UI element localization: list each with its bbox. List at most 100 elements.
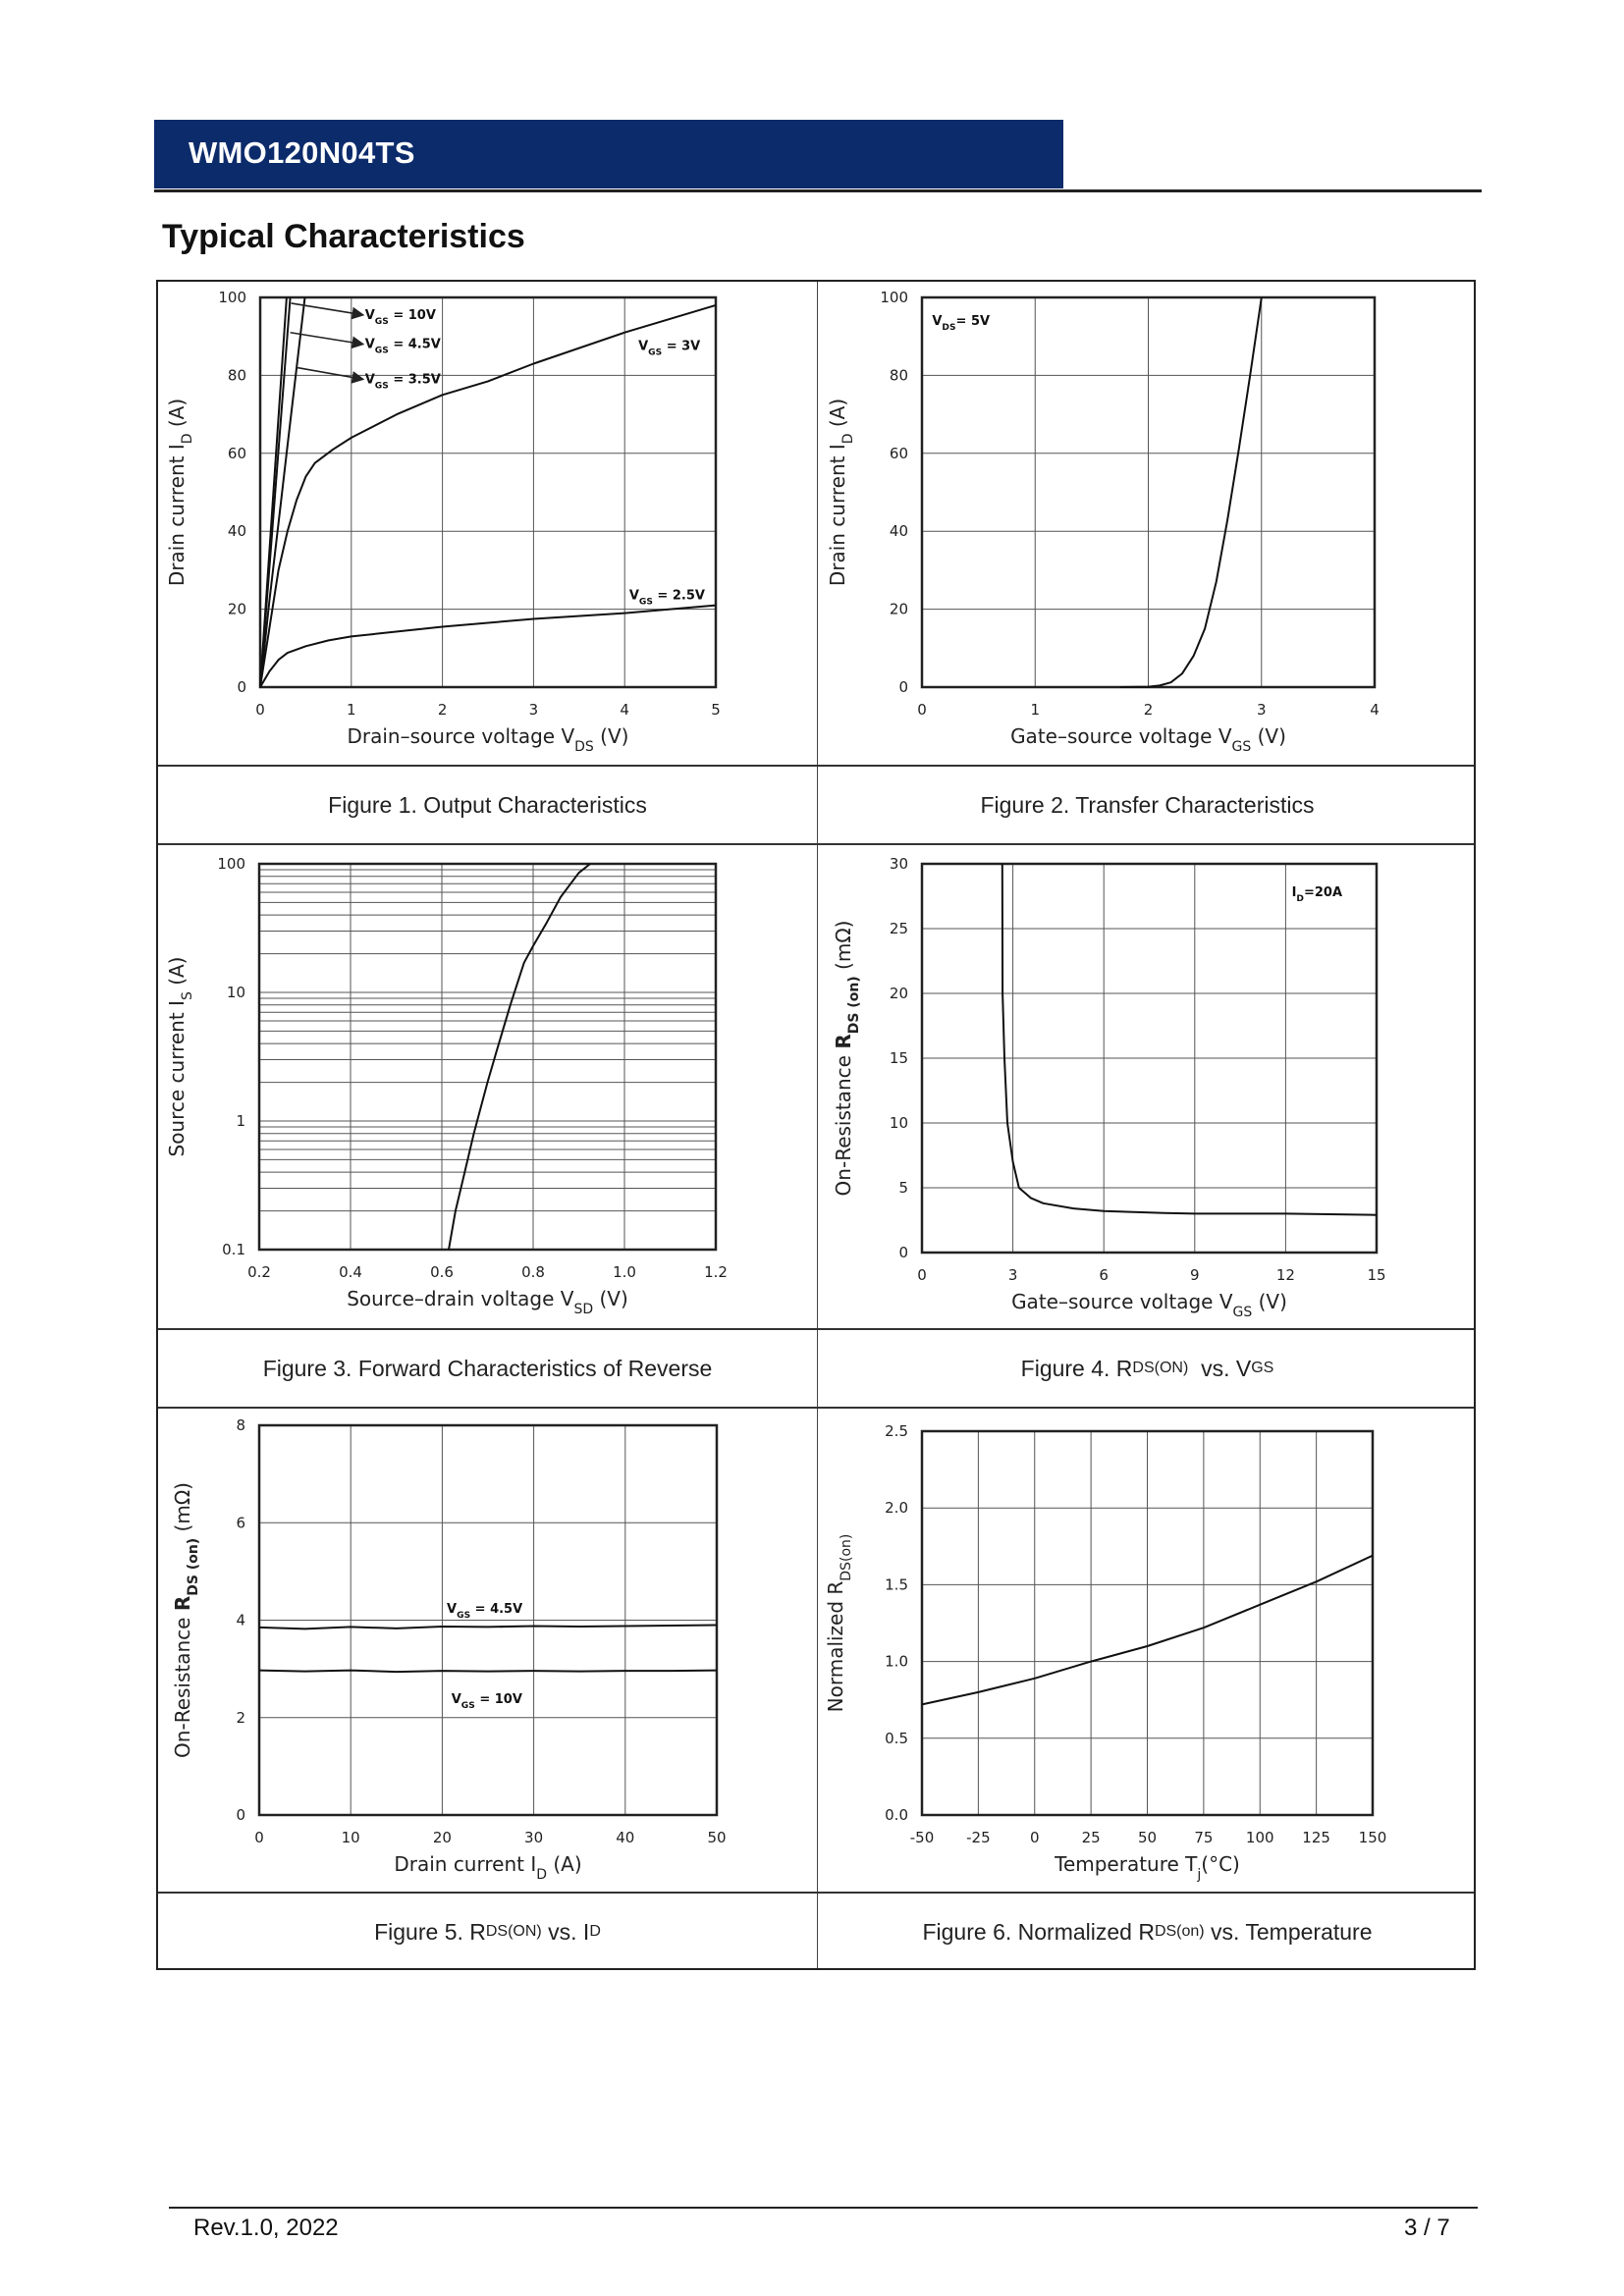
x-tick-label: 50 bbox=[707, 1829, 726, 1846]
x-axis-label: Temperature Tj(°C) bbox=[1054, 1852, 1240, 1883]
y-tick-label: 2 bbox=[236, 1709, 245, 1727]
series-line-1 bbox=[258, 1624, 718, 1630]
x-tick-label: 40 bbox=[616, 1829, 634, 1846]
y-axis-label: On-Resistance RDS (on) (mΩ) bbox=[832, 921, 862, 1197]
y-axis-label-part: DS(on) bbox=[839, 1534, 854, 1581]
y-tick-label: 20 bbox=[228, 601, 246, 618]
annotation-label-part: = 3.5V bbox=[389, 372, 441, 387]
x-axis-label-part: (°C) bbox=[1201, 1852, 1240, 1876]
y-axis-label: Drain current ID (A) bbox=[165, 399, 195, 586]
x-tick-label: 5 bbox=[711, 701, 721, 719]
x-tick-label: 100 bbox=[1246, 1829, 1274, 1846]
x-axis-label-part: DS bbox=[574, 739, 594, 755]
x-axis-label-part: GS bbox=[1233, 1305, 1253, 1320]
annotation-label-part: GS bbox=[375, 347, 389, 356]
y-axis-label-part: D bbox=[180, 434, 195, 445]
series-line-1 bbox=[1001, 863, 1378, 1216]
x-axis-label-part: Gate–source voltage V bbox=[1011, 1290, 1233, 1313]
y-tick-label: 6 bbox=[236, 1514, 245, 1531]
x-tick-label: 6 bbox=[1099, 1266, 1109, 1284]
x-tick-label: 50 bbox=[1138, 1829, 1157, 1846]
x-tick-label: 1 bbox=[1030, 701, 1040, 719]
x-axis-label-part: SD bbox=[573, 1302, 593, 1317]
y-axis-label-part: DS (on) bbox=[846, 976, 862, 1034]
x-tick-label: 20 bbox=[433, 1829, 452, 1846]
caption-text: DS(on) bbox=[1154, 1923, 1205, 1940]
y-axis-label: Normalized RDS(on) bbox=[824, 1534, 854, 1713]
annotation-label: VGS = 10V bbox=[365, 308, 436, 327]
x-axis-label: Source–drain voltage VSD (V) bbox=[347, 1287, 628, 1317]
x-axis-label: Gate–source voltage VGS (V) bbox=[1011, 1290, 1287, 1320]
y-tick-label: 0 bbox=[898, 678, 908, 696]
annotation-label: VGS = 2.5V bbox=[629, 589, 705, 608]
annotation-label-part: =20A bbox=[1304, 885, 1342, 900]
y-tick-label: 4 bbox=[236, 1612, 245, 1629]
y-tick-label: 10 bbox=[227, 984, 245, 1001]
y-tick-label: 100 bbox=[218, 289, 246, 306]
y-axis-label-part: R bbox=[832, 1034, 855, 1048]
caption-text: vs. Temperature bbox=[1204, 1918, 1373, 1945]
y-tick-label: 20 bbox=[890, 601, 908, 618]
series-line-4 bbox=[259, 303, 717, 688]
annotation-label-part: GS bbox=[457, 1611, 470, 1621]
annotation-label-part: V bbox=[365, 372, 375, 387]
x-axis-label-part: (V) bbox=[1251, 724, 1286, 748]
x-tick-label: 1 bbox=[347, 701, 356, 719]
caption-text: Figure 1. Output Characteristics bbox=[328, 791, 647, 818]
y-tick-label: 2.5 bbox=[885, 1422, 908, 1440]
y-tick-label: 100 bbox=[880, 289, 908, 306]
x-tick-label: 1.2 bbox=[704, 1263, 728, 1281]
y-tick-label: 1.0 bbox=[885, 1653, 908, 1671]
y-axis-label-part: Drain current I bbox=[165, 444, 189, 586]
x-tick-label: 15 bbox=[1367, 1266, 1385, 1284]
figure-1-caption: Figure 1. Output Characteristics bbox=[158, 767, 817, 843]
caption-text: Figure 2. Transfer Characteristics bbox=[980, 791, 1315, 818]
x-axis-label-part: GS bbox=[1232, 739, 1252, 755]
annotation-label-part: = 3V bbox=[662, 340, 700, 354]
x-axis-label-part: Drain–source voltage V bbox=[348, 724, 575, 748]
annotation-label-part: I bbox=[1292, 885, 1297, 900]
x-tick-label: 9 bbox=[1190, 1266, 1200, 1284]
y-axis-label-part: Drain current I bbox=[826, 444, 849, 586]
annotation-label-part: V bbox=[447, 1602, 457, 1617]
y-tick-label: 60 bbox=[228, 445, 246, 462]
annotation-arrow bbox=[296, 366, 365, 384]
annotation-label: VGS = 3V bbox=[638, 340, 700, 358]
y-axis-label-part: D bbox=[840, 434, 856, 445]
figure-6-caption: Figure 6. Normalized R DS(on) vs. Tempera… bbox=[818, 1894, 1477, 1970]
caption-text: DS(ON) bbox=[1132, 1360, 1189, 1376]
annotation-arrow bbox=[290, 331, 365, 349]
row-divider bbox=[158, 1328, 1474, 1330]
y-axis-label-part: (A) bbox=[165, 399, 189, 434]
series-line-3 bbox=[259, 296, 306, 688]
x-tick-label: 0 bbox=[254, 1829, 264, 1846]
x-tick-label: -25 bbox=[966, 1829, 991, 1846]
caption-text: DS(ON) bbox=[485, 1923, 542, 1940]
y-tick-label: 20 bbox=[890, 985, 908, 1002]
column-divider bbox=[817, 282, 818, 1968]
x-axis-label-part: (A) bbox=[547, 1852, 582, 1876]
y-tick-label: 80 bbox=[890, 366, 908, 384]
y-axis-label: On-Resistance RDS (on) (mΩ) bbox=[171, 1482, 201, 1758]
x-tick-label: 0.8 bbox=[521, 1263, 545, 1281]
figure-3-chart: 0.2 0.4 0.6 0.8 1.0 1.2 0.1 1 10 100 Source–drain … bbox=[165, 855, 728, 1317]
annotation-label-part: = 5V bbox=[956, 314, 991, 329]
x-tick-label: 25 bbox=[1082, 1829, 1101, 1846]
x-tick-label: 0 bbox=[917, 1266, 927, 1284]
y-tick-label: 40 bbox=[890, 522, 908, 540]
x-tick-label: 1.0 bbox=[613, 1263, 636, 1281]
x-axis-label: Drain current ID (A) bbox=[394, 1852, 581, 1883]
y-axis-label-part: Normalized R bbox=[824, 1581, 847, 1713]
annotation-label: VGS = 4.5V bbox=[447, 1602, 522, 1621]
x-axis-label-part: (V) bbox=[593, 1287, 628, 1310]
row-divider bbox=[158, 765, 1474, 767]
plot-frame bbox=[258, 295, 718, 689]
y-axis-label-part: (A) bbox=[165, 957, 189, 992]
caption-text: D bbox=[589, 1923, 601, 1940]
footer-divider bbox=[169, 2207, 1478, 2209]
annotation-label-part: D bbox=[1296, 894, 1304, 904]
